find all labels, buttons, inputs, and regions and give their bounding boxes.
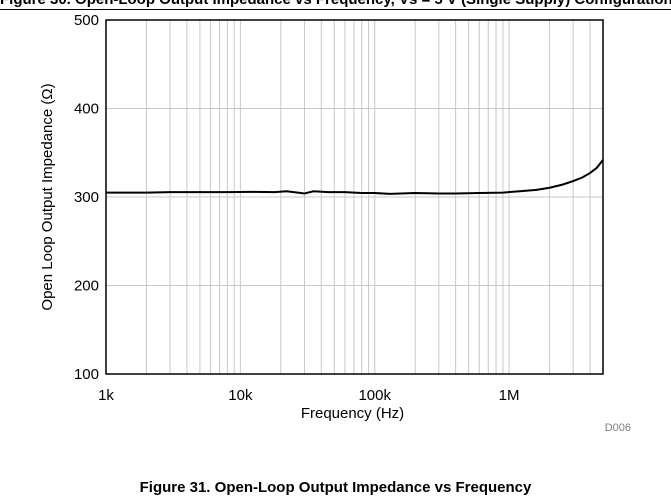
x-tick-label: 1M (499, 387, 520, 404)
x-tick-label: 100k (358, 387, 391, 404)
y-axis-ticks: 100 200 300 400 500 (74, 12, 99, 383)
grid (105, 19, 604, 375)
y-tick-label: 100 (74, 366, 99, 383)
x-tick-label: 1k (98, 387, 114, 404)
y-tick-label: 400 (74, 101, 99, 118)
figure-caption-top: Figure 30. Open-Loop Output Impedance vs… (0, 0, 671, 8)
figure-code: D006 (605, 422, 631, 434)
header-rule (0, 9, 671, 10)
x-axis-title: Frequency (Hz) (301, 405, 404, 422)
x-axis-ticks: 1k 10k 100k 1M (98, 387, 519, 404)
x-tick-label: 10k (228, 387, 253, 404)
figure-caption-bottom: Figure 31. Open-Loop Output Impedance vs… (139, 479, 532, 496)
y-tick-label: 200 (74, 278, 99, 295)
plot-frame (105, 19, 604, 375)
y-axis-title: Open Loop Output Impedance (Ω) (39, 83, 56, 310)
y-tick-label: 500 (74, 12, 99, 29)
y-tick-label: 300 (74, 189, 99, 206)
series-line-impedance (106, 159, 604, 195)
